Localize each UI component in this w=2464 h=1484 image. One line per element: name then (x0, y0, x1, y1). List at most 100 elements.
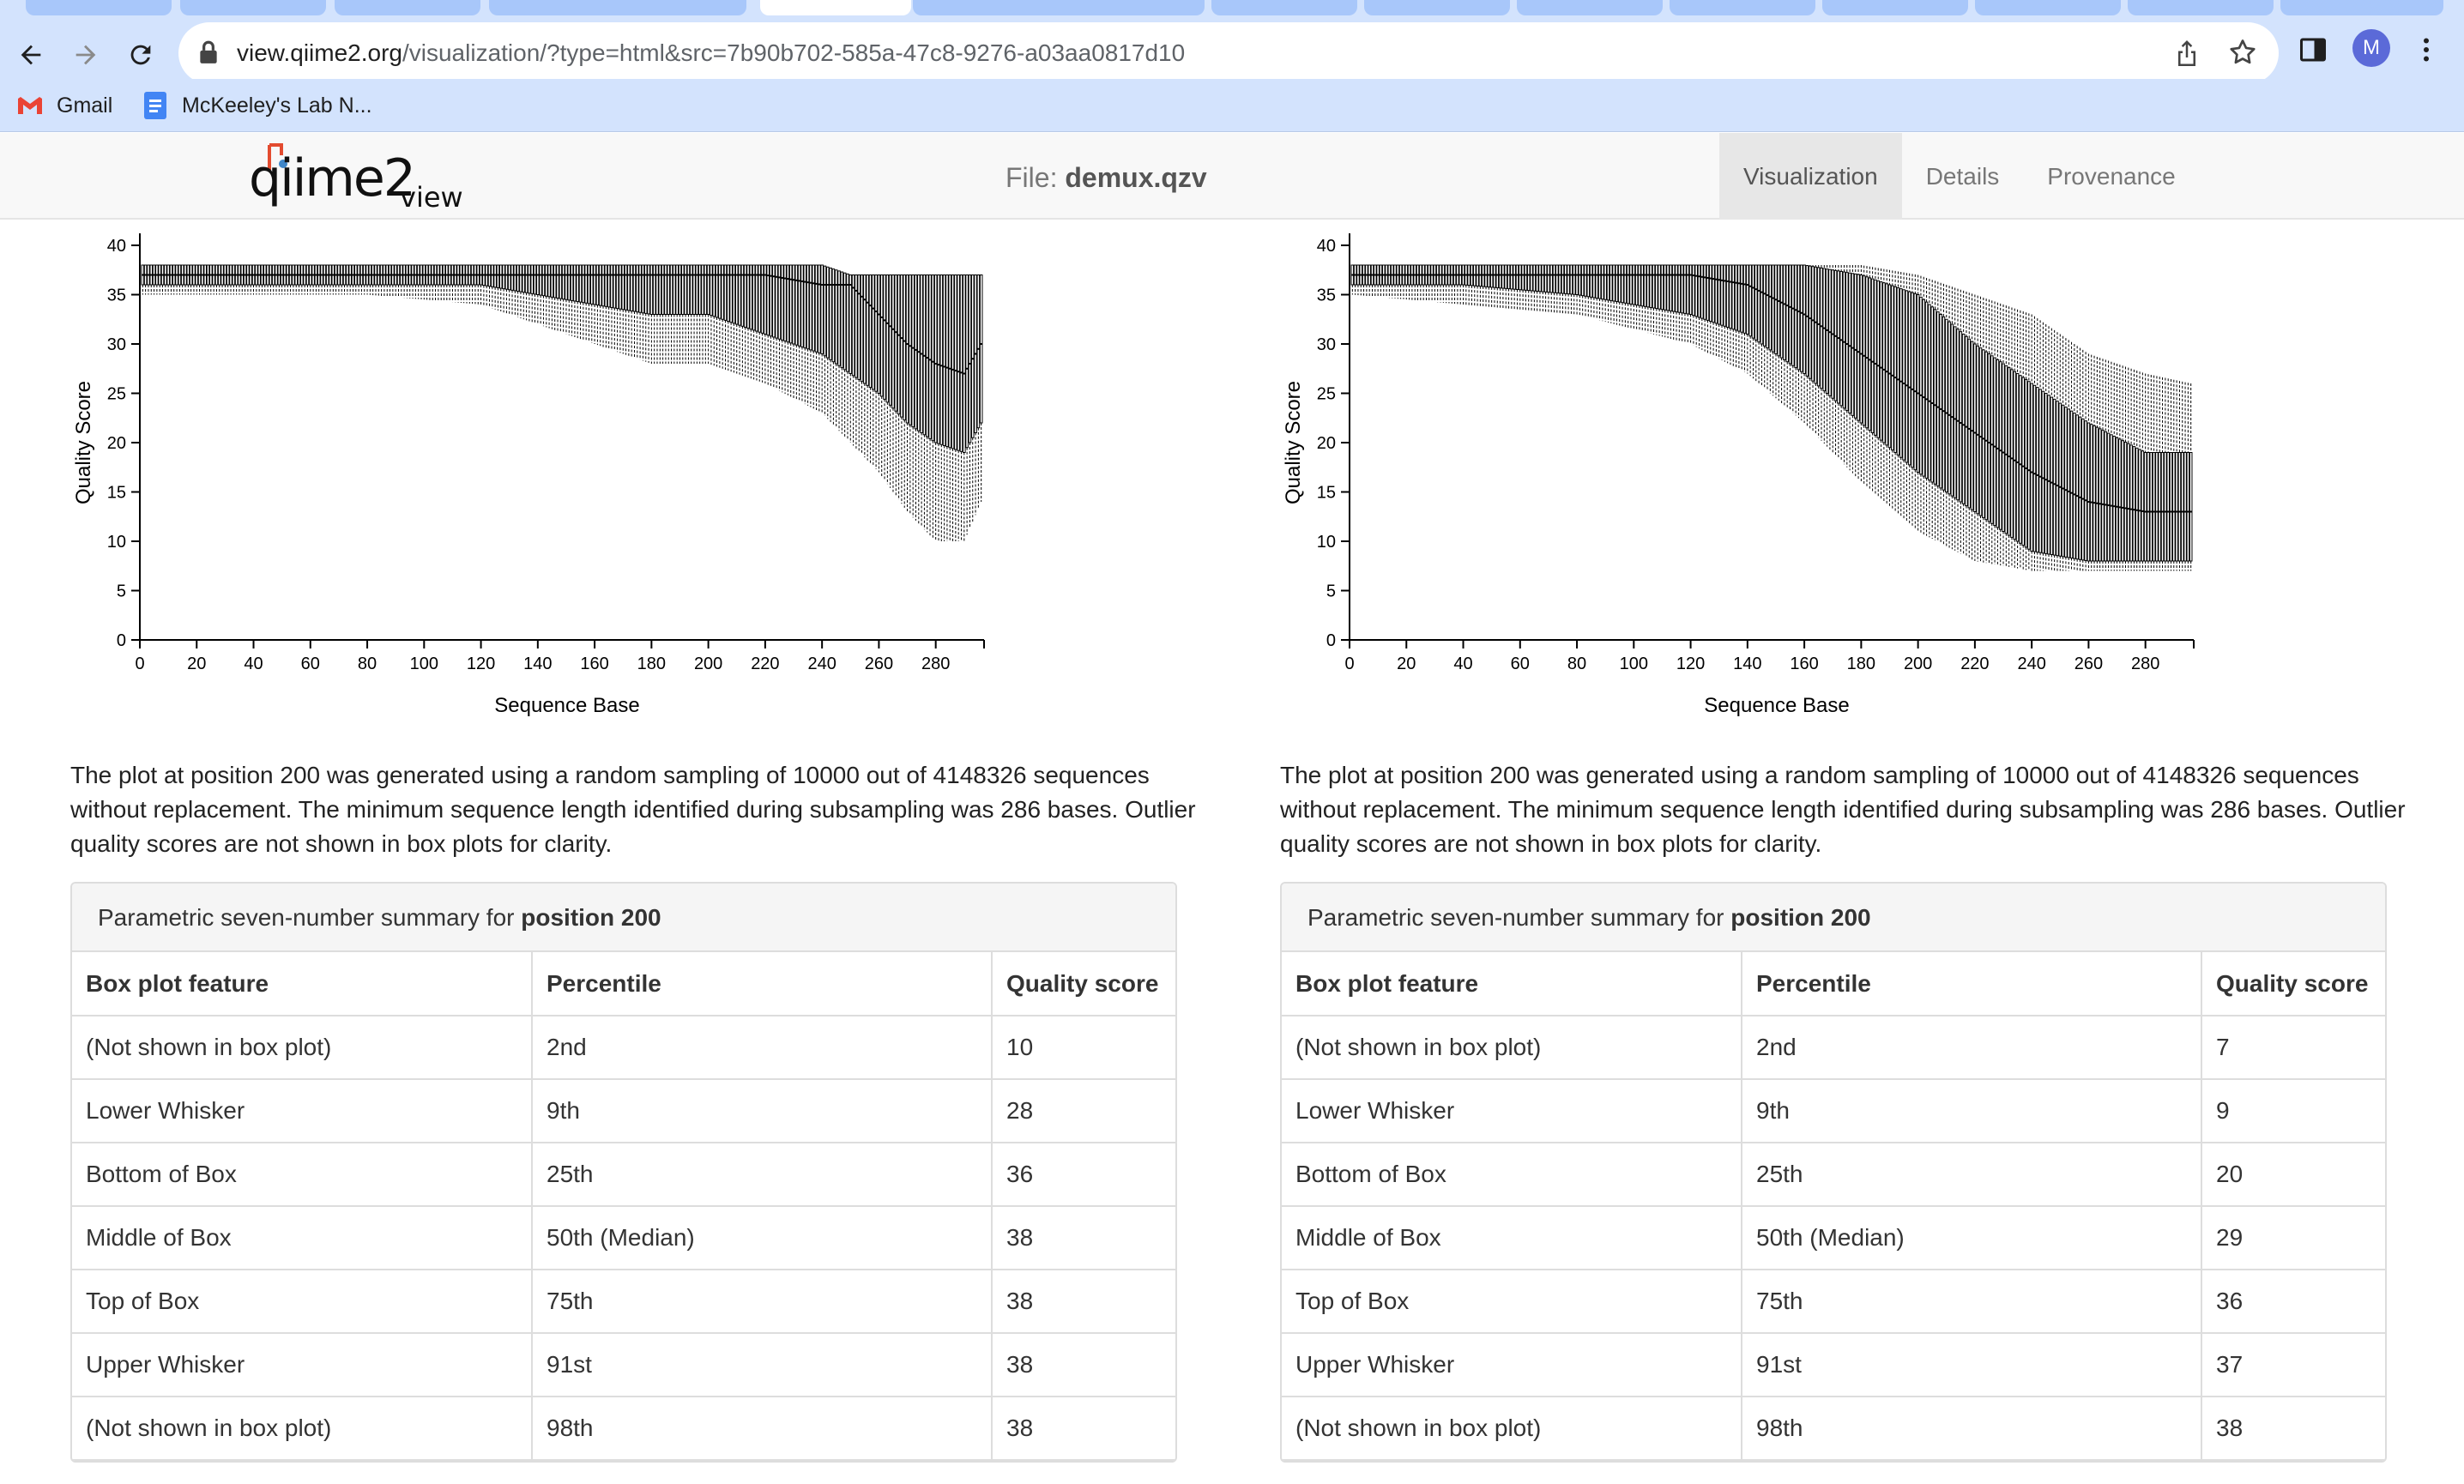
box (627, 264, 631, 311)
box (667, 264, 671, 315)
box (1495, 264, 1500, 288)
box (1507, 264, 1511, 290)
box (1484, 264, 1488, 287)
logo-text: qiime2 (249, 148, 416, 208)
x-tick-label: 120 (467, 655, 495, 673)
box (905, 274, 909, 424)
bookmark-label: Gmail (57, 93, 113, 118)
table-cell: 38 (992, 1206, 1175, 1270)
bookmark-gmail[interactable]: Gmail (15, 89, 112, 122)
docs-icon (141, 92, 170, 119)
x-tick-label: 120 (1676, 655, 1705, 673)
box (2177, 452, 2182, 562)
box (794, 264, 799, 346)
column-header: Box plot feature (1282, 952, 1742, 1016)
quality-box-plot[interactable]: 0 5 10 15 20 25 30 35 40 0 20 40 60 80 100 120 140 160 180… (1210, 220, 2325, 726)
browser-tab[interactable] (913, 0, 1205, 15)
summary-heading-position: position 200 (1730, 904, 1871, 931)
browser-tab[interactable] (180, 0, 326, 15)
table-cell: Bottom of Box (72, 1143, 533, 1207)
box (1601, 264, 1604, 300)
box (806, 264, 810, 350)
browser-tab[interactable] (489, 0, 746, 15)
box (855, 274, 858, 378)
table-cell: Bottom of Box (1282, 1143, 1742, 1207)
y-tick-label: 20 (1317, 434, 1336, 453)
tab-provenance[interactable]: Provenance (2047, 163, 2176, 190)
quality-box-plot[interactable]: 0 5 10 15 20 25 30 35 40 0 20 40 60 80 100 120 140 160 180… (0, 220, 1115, 726)
browser-tab[interactable] (335, 0, 480, 15)
box (1729, 264, 1732, 329)
box (1623, 264, 1628, 304)
profile-avatar[interactable]: M (2352, 29, 2390, 67)
forward-button[interactable] (65, 34, 106, 75)
tab-details[interactable]: Details (1925, 163, 2000, 190)
box (641, 264, 645, 314)
browser-tab[interactable] (1822, 0, 1968, 15)
tab-visualization[interactable]: Visualization (1719, 133, 1902, 220)
box (775, 264, 778, 339)
box (664, 264, 667, 315)
summary-heading: Parametric seven-number summary for posi… (1282, 884, 2385, 952)
browser-tab[interactable] (2280, 0, 2443, 15)
box (2073, 413, 2076, 559)
box (734, 264, 739, 325)
browser-tab[interactable] (1364, 0, 1510, 15)
box (1692, 264, 1695, 317)
browser-tab[interactable] (1517, 0, 1663, 15)
box (888, 274, 892, 406)
box (491, 264, 494, 287)
file-name: demux.qzv (1065, 162, 1207, 193)
reload-icon (130, 45, 151, 65)
bookmark-star-icon[interactable] (2227, 37, 2258, 68)
table-row: Top of Box 75th 36 (1282, 1270, 2385, 1334)
box (976, 274, 981, 429)
box (1905, 290, 1909, 463)
lock-icon[interactable] (197, 39, 220, 65)
box (758, 264, 762, 333)
box (1734, 264, 1738, 331)
box (1924, 301, 1929, 479)
share-icon[interactable] (2174, 38, 2200, 69)
box (712, 264, 716, 317)
box (621, 264, 625, 311)
side-panel-icon[interactable] (2298, 34, 2328, 65)
table-cell: 98th (1742, 1397, 2202, 1461)
qiime2-view-logo[interactable]: qiime2 view (249, 143, 472, 214)
browser-tab[interactable] (26, 0, 172, 15)
browser-tab[interactable] (2128, 0, 2274, 15)
browser-tab-active[interactable] (760, 0, 911, 15)
browser-tab[interactable] (1975, 0, 2121, 15)
bookmark-mckeeley-lab[interactable]: McKeeley's Lab N... (141, 89, 372, 122)
x-tick-label: 100 (1620, 655, 1648, 673)
box (718, 264, 722, 319)
table-row: Bottom of Box 25th 20 (1282, 1143, 2385, 1207)
box (2180, 452, 2184, 562)
box (1669, 264, 1673, 311)
box (1984, 351, 1988, 521)
box (2056, 401, 2059, 557)
box (2098, 428, 2102, 562)
box (723, 264, 728, 321)
browser-tab[interactable] (1211, 0, 1357, 15)
y-tick-label: 15 (107, 484, 126, 503)
box (607, 264, 611, 308)
reload-button[interactable] (120, 34, 161, 75)
address-bar[interactable]: view.qiime2.org/visualization/?type=html… (178, 22, 2279, 84)
box (1498, 264, 1502, 289)
box (1862, 275, 1866, 426)
box (863, 274, 867, 384)
table-row: Middle of Box 50th (Median) 38 (72, 1206, 1175, 1270)
url-text[interactable]: view.qiime2.org/visualization/?type=html… (237, 22, 1185, 84)
box (860, 274, 864, 383)
box (1746, 264, 1749, 335)
x-tick-label: 280 (921, 655, 950, 673)
more-menu-icon[interactable] (2411, 34, 2442, 65)
y-tick-label: 35 (1317, 287, 1336, 305)
back-button[interactable] (10, 34, 51, 75)
box (1580, 264, 1585, 297)
box (1555, 264, 1559, 293)
box (1609, 264, 1613, 301)
y-tick-label: 35 (107, 287, 126, 305)
browser-tab[interactable] (1670, 0, 1815, 15)
